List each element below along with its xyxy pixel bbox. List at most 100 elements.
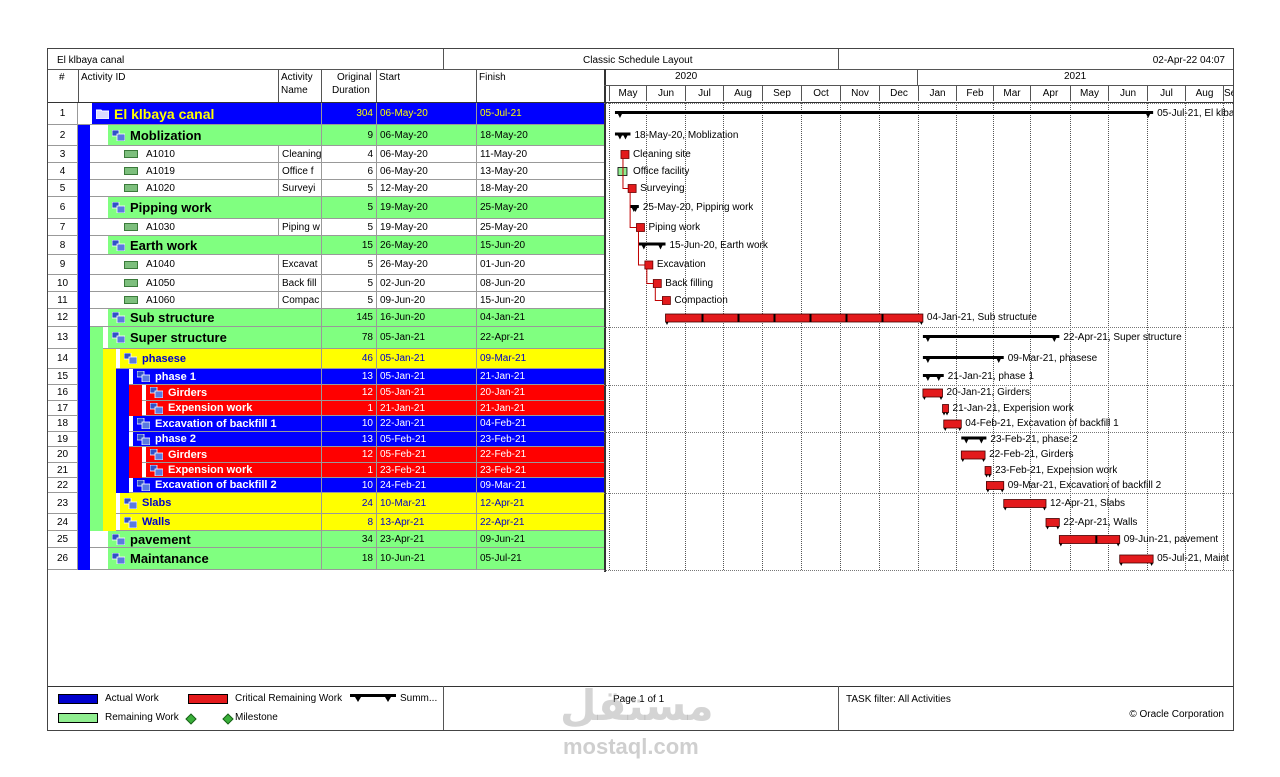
critical-wbs-bar bbox=[1003, 499, 1047, 508]
month-label: Jun bbox=[646, 86, 685, 101]
column-divider bbox=[321, 69, 322, 102]
wbs-node-icon bbox=[112, 332, 125, 343]
column-header-duration[interactable]: Original bbox=[337, 72, 372, 83]
bar-end-caps bbox=[922, 397, 943, 400]
row-number: 19 bbox=[48, 432, 78, 446]
original-duration: 12 bbox=[321, 385, 376, 400]
finish-date: 13-May-20 bbox=[476, 163, 604, 179]
table-row[interactable]: 11 A1060 Compac 5 09-Jun-20 15-Jun-20 bbox=[48, 292, 604, 309]
table-row[interactable]: 12 Sub structure 145 16-Jun-20 04-Jan-21 bbox=[48, 309, 604, 327]
critical-wbs-bar bbox=[1045, 518, 1060, 527]
bar-segment-tick bbox=[809, 314, 812, 322]
table-row[interactable]: 7 A1030 Piping w 5 19-May-20 25-May-20 bbox=[48, 219, 604, 236]
table-row[interactable]: 21 Expension work 1 23-Feb-21 23-Feb-21 bbox=[48, 463, 604, 478]
original-duration: 78 bbox=[321, 327, 376, 348]
gantt-bar-label: 22-Feb-21, Girders bbox=[989, 449, 1074, 460]
activity-name: Surveyi bbox=[278, 180, 321, 196]
gantt-bar-label: 09-Jun-21, pavement bbox=[1123, 533, 1219, 545]
dependency-link bbox=[629, 192, 637, 228]
column-header-activity-name[interactable]: Activity bbox=[281, 72, 313, 83]
table-row[interactable]: 23 Slabs 24 10-Mar-21 12-Apr-21 bbox=[48, 493, 604, 514]
row-label: A1020 bbox=[146, 182, 175, 194]
table-row[interactable]: 17 Expension work 1 21-Jan-21 21-Jan-21 bbox=[48, 401, 604, 416]
column-header-duration-2: Duration bbox=[332, 85, 370, 96]
table-row[interactable]: 25 pavement 34 23-Apr-21 09-Jun-21 bbox=[48, 531, 604, 548]
row-label: Moblization bbox=[130, 127, 202, 143]
table-row[interactable]: 4 A1019 Office f 6 06-May-20 13-May-20 bbox=[48, 163, 604, 180]
table-row[interactable]: 26 Maintanance 18 10-Jun-21 05-Jul-21 bbox=[48, 548, 604, 570]
dependency-link bbox=[654, 287, 663, 301]
table-row[interactable]: 6 Pipping work 5 19-May-20 25-May-20 bbox=[48, 197, 604, 219]
finish-date: 09-Jun-21 bbox=[476, 531, 604, 547]
table-row[interactable]: 24 Walls 8 13-Apr-21 22-Apr-21 bbox=[48, 514, 604, 531]
wbs-indent-band bbox=[103, 349, 116, 531]
gantt-row-gridline bbox=[604, 432, 1233, 433]
row-number: 7 bbox=[48, 219, 78, 235]
bar-end-caps bbox=[961, 459, 986, 462]
wbs-node-icon bbox=[124, 353, 137, 364]
table-row[interactable]: 8 Earth work 15 26-May-20 15-Jun-20 bbox=[48, 236, 604, 255]
row-number: 10 bbox=[48, 275, 78, 291]
row-label: A1050 bbox=[146, 277, 175, 289]
original-duration: 10 bbox=[321, 478, 376, 492]
start-date: 12-May-20 bbox=[376, 180, 476, 196]
critical-wbs-bar bbox=[922, 388, 943, 398]
column-header-finish[interactable]: Finish bbox=[479, 72, 506, 83]
table-row[interactable]: 15 phase 1 13 05-Jan-21 21-Jan-21 bbox=[48, 369, 604, 385]
month-label: May bbox=[609, 86, 646, 101]
finish-date: 21-Jan-21 bbox=[476, 369, 604, 384]
row-label: El klbaya canal bbox=[114, 105, 215, 122]
finish-date: 25-May-20 bbox=[476, 219, 604, 235]
table-row[interactable]: 18 Excavation of backfill 1 10 22-Jan-21 04-… bbox=[48, 416, 604, 432]
table-row[interactable]: 20 Girders 12 05-Feb-21 22-Feb-21 bbox=[48, 447, 604, 463]
table-row[interactable]: 3 A1010 Cleaning 4 06-May-20 11-May-20 bbox=[48, 146, 604, 163]
original-duration: 34 bbox=[321, 531, 376, 547]
table-row[interactable]: 5 A1020 Surveyi 5 12-May-20 18-May-20 bbox=[48, 180, 604, 197]
legend-milestone: Milestone bbox=[235, 712, 278, 723]
row-number: 6 bbox=[48, 197, 78, 218]
dependency-link bbox=[646, 269, 654, 284]
table-row[interactable]: 1 El klbaya canal 304 06-May-20 05-Jul-21 bbox=[48, 103, 604, 125]
gantt-bar-label: 05-Jul-21, El klba bbox=[1157, 108, 1234, 119]
critical-wbs-bar bbox=[1119, 554, 1154, 564]
table-row[interactable]: 9 A1040 Excavat 5 26-May-20 01-Jun-20 bbox=[48, 255, 604, 275]
activity-name: Excavat bbox=[278, 255, 321, 274]
column-header-num[interactable]: # bbox=[59, 72, 65, 83]
table-row[interactable]: 16 Girders 12 05-Jan-21 20-Jan-21 bbox=[48, 385, 604, 401]
row-label: Girders bbox=[168, 386, 208, 399]
start-date: 06-May-20 bbox=[376, 103, 476, 124]
year-2021: 2021 bbox=[1064, 71, 1087, 82]
row-number: 1 bbox=[48, 103, 78, 124]
wbs-name: Slabs bbox=[120, 493, 321, 513]
gantt-bar-label: 21-Jan-21, phase 1 bbox=[947, 371, 1034, 382]
finish-date: 09-Mar-21 bbox=[476, 349, 604, 368]
wbs-name: Walls bbox=[120, 514, 321, 530]
year-divider bbox=[917, 69, 918, 86]
wbs-name: El klbaya canal bbox=[92, 103, 321, 124]
start-date: 26-May-20 bbox=[376, 236, 476, 254]
wbs-name: Pipping work bbox=[108, 197, 321, 218]
critical-wbs-bar bbox=[985, 481, 1005, 490]
wbs-node-icon bbox=[112, 239, 125, 251]
row-label: phase 1 bbox=[155, 370, 196, 383]
row-label: Excavation of backfill 2 bbox=[155, 479, 277, 491]
table-row[interactable]: 2 Moblization 9 06-May-20 18-May-20 bbox=[48, 125, 604, 146]
summary-bar bbox=[961, 436, 987, 444]
table-row[interactable]: 13 Super structure 78 05-Jan-21 22-Apr-21 bbox=[48, 327, 604, 349]
activity-bar-icon bbox=[124, 223, 138, 231]
column-header-start[interactable]: Start bbox=[379, 72, 401, 83]
wbs-name: Excavation of backfill 2 bbox=[133, 478, 321, 492]
gantt-bar-label: 04-Feb-21, Excavation of backfill 1 bbox=[965, 418, 1119, 429]
table-row[interactable]: 10 A1050 Back fill 5 02-Jun-20 08-Jun-20 bbox=[48, 275, 604, 292]
bar-end-caps bbox=[943, 428, 962, 431]
table-row[interactable]: 14 phasese 46 05-Jan-21 09-Mar-21 bbox=[48, 349, 604, 369]
finish-date: 05-Jul-21 bbox=[476, 103, 604, 124]
footer-top-border bbox=[48, 686, 1233, 687]
column-header-activity-id[interactable]: Activity ID bbox=[81, 72, 126, 83]
row-label: A1019 bbox=[146, 165, 175, 177]
table-row[interactable]: 22 Excavation of backfill 2 10 24-Feb-21 09-… bbox=[48, 478, 604, 493]
critical-wbs-bar bbox=[943, 419, 962, 429]
table-row[interactable]: 19 phase 2 13 05-Feb-21 23-Feb-21 bbox=[48, 432, 604, 447]
wbs-name: phasese bbox=[120, 349, 321, 368]
original-duration: 6 bbox=[321, 163, 376, 179]
